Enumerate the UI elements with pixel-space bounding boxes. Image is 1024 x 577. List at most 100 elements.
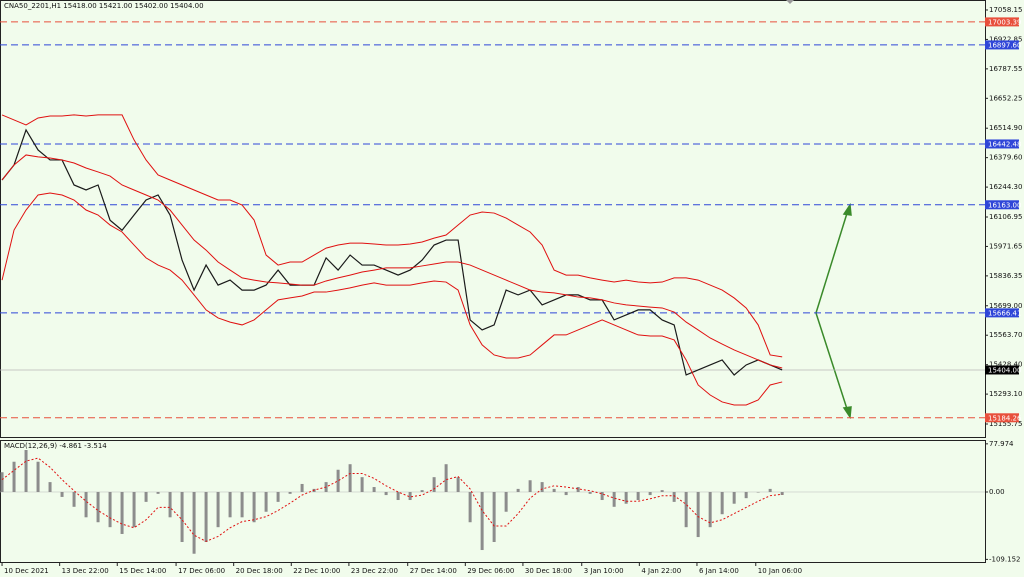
histogram-bar <box>96 491 100 523</box>
level-label: 15404.00 <box>988 366 1021 374</box>
line-series <box>1 457 783 542</box>
histogram-bar <box>276 491 280 502</box>
x-tick-label: 29 Dec 06:00 <box>467 567 514 575</box>
line-series <box>1 192 783 406</box>
line-series <box>1 114 783 358</box>
histogram-bar <box>348 464 352 492</box>
histogram-bar <box>60 491 64 497</box>
histogram-bar <box>300 483 304 492</box>
x-tick-label: 22 Dec 10:00 <box>293 567 340 575</box>
histogram-bar <box>48 482 52 492</box>
arrow-up <box>815 209 849 314</box>
histogram-bar <box>204 491 208 542</box>
histogram-bar <box>564 491 568 496</box>
level-label-box <box>985 308 1019 318</box>
histogram-bar <box>36 461 40 492</box>
histogram-bar <box>84 491 88 518</box>
histogram-bar <box>552 488 556 492</box>
histogram-bar <box>240 491 244 518</box>
x-tick-label: 13 Dec 22:00 <box>62 567 109 575</box>
histogram-bar <box>780 491 784 495</box>
histogram-bar <box>624 491 628 504</box>
level-label: 16897.60 <box>988 41 1021 49</box>
y-tick-label: 15699.00 <box>989 302 1022 310</box>
x-tick-label: 23 Dec 22:00 <box>351 567 398 575</box>
level-label-box <box>985 365 1019 375</box>
y-tick-label: 16652.25 <box>989 94 1022 102</box>
histogram-bar <box>408 491 412 501</box>
arrow-up-head <box>842 202 852 216</box>
histogram-bar <box>504 491 508 512</box>
y-tick-label: 16514.90 <box>989 124 1022 132</box>
level-label: 16442.48 <box>988 140 1021 148</box>
histogram-bar <box>168 491 172 518</box>
panel-title: CNA50_2201,H1 15418.00 15421.00 15402.00… <box>4 2 204 10</box>
histogram-bar <box>132 491 136 528</box>
histogram-bar <box>576 487 580 492</box>
histogram <box>0 450 784 554</box>
price-panel-frame <box>0 0 986 438</box>
forecast-arrows <box>815 202 852 420</box>
histogram-bar <box>156 491 160 494</box>
y-tick-label: 16922.85 <box>989 35 1022 43</box>
histogram-bar <box>480 491 484 551</box>
y-tick-label: 15293.10 <box>989 390 1022 398</box>
level-label: 16163.00 <box>988 201 1021 209</box>
histogram-bar <box>288 491 292 494</box>
histogram-bar <box>732 491 736 504</box>
level-label: 15184.26 <box>988 414 1022 422</box>
histogram-bar <box>360 477 364 492</box>
histogram-bar <box>444 464 448 492</box>
histogram-bar <box>396 491 400 501</box>
x-tick-label: 30 Dec 18:00 <box>525 567 572 575</box>
histogram-bar <box>492 491 496 542</box>
x-tick-label: 17 Dec 06:00 <box>178 567 225 575</box>
y-tick-label: 15836.35 <box>989 272 1022 280</box>
histogram-bar <box>180 491 184 542</box>
y-tick-label: 16244.30 <box>989 183 1022 191</box>
y-tick-label: 15428.40 <box>989 361 1022 369</box>
histogram-bar <box>468 491 472 523</box>
histogram-bar <box>108 491 112 528</box>
x-tick-label: 6 Jan 14:00 <box>699 567 739 575</box>
x-tick-label: 3 Jan 10:00 <box>584 567 624 575</box>
histogram-bar <box>660 490 664 492</box>
histogram-bar <box>192 491 196 554</box>
histogram-bar <box>696 491 700 538</box>
x-tick-label: 10 Dec 2021 <box>4 567 49 575</box>
histogram-bar <box>12 461 16 492</box>
arrow-down-head <box>842 406 852 420</box>
histogram-bar <box>432 477 436 492</box>
histogram-bar <box>756 491 760 493</box>
histogram-bar <box>216 491 220 528</box>
level-label: 17003.39 <box>988 18 1021 26</box>
y-tick-label: 15155.75 <box>989 420 1022 428</box>
x-tick-label: 15 Dec 14:00 <box>119 567 166 575</box>
line-series <box>1 154 783 369</box>
histogram-bar <box>600 491 604 501</box>
y-tick-label: 16106.95 <box>989 213 1022 221</box>
level-label: 15666.41 <box>988 309 1021 317</box>
y-tick-label: 16787.55 <box>989 65 1022 73</box>
histogram-bar <box>372 487 376 492</box>
y-tick-label: 17058.15 <box>989 6 1022 14</box>
histogram-bar <box>768 488 772 492</box>
histogram-bar <box>0 472 4 492</box>
level-label-box <box>985 40 1019 50</box>
level-label-box <box>985 17 1019 27</box>
y-tick-label: -109.152 <box>989 555 1020 563</box>
histogram-bar <box>708 491 712 528</box>
histogram-bar <box>228 491 232 518</box>
y-tick-label: 15971.65 <box>989 242 1022 250</box>
macd-panel-frame <box>0 440 986 563</box>
histogram-bar <box>384 491 388 496</box>
x-tick-label: 10 Jan 06:00 <box>758 567 802 575</box>
line-series <box>1 128 783 376</box>
histogram-bar <box>420 490 424 492</box>
histogram-bar <box>528 480 532 492</box>
arrow-down <box>815 312 849 413</box>
histogram-bar <box>648 491 652 496</box>
